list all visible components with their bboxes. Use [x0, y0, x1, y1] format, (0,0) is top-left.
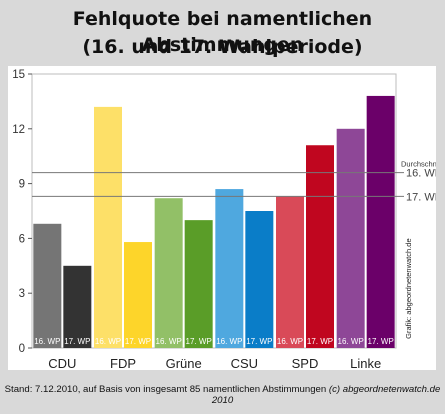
chart-title: Fehlquote bei namentlichen Abstimmungen — [72, 8, 373, 56]
average-line-label: 16. WP — [406, 168, 436, 180]
x-category-label: Grüne — [166, 356, 202, 370]
bar — [63, 265, 92, 348]
x-category-label: FDP — [110, 356, 136, 370]
bar — [306, 145, 334, 348]
bar — [154, 198, 183, 348]
bar — [336, 128, 365, 348]
x-category-label: SPD — [292, 356, 319, 370]
bar — [245, 211, 274, 348]
footer-note: Stand: 7.12.2010, auf Basis von insgesam… — [0, 384, 445, 406]
bar-series-label: 16. WP — [34, 337, 60, 346]
bar — [215, 189, 244, 348]
chart-subtitle: (16. und 17. Wahlperiode) — [82, 36, 363, 58]
bar-series-label: 16. WP — [338, 337, 364, 346]
y-tick-label: 0 — [19, 343, 25, 355]
bar-series-label: 17. WP — [307, 337, 333, 346]
y-tick-label: 15 — [12, 69, 25, 81]
y-tick-label: 12 — [12, 124, 25, 136]
y-tick-label: 6 — [19, 233, 25, 245]
bar — [366, 95, 395, 348]
average-title: Durchschnitt — [401, 160, 436, 169]
bar-series-label: 16. WP — [216, 337, 242, 346]
y-tick-label: 3 — [19, 288, 25, 300]
bar-series-label: 17. WP — [368, 337, 394, 346]
bar-series-label: 17. WP — [186, 337, 212, 346]
x-category-label: CSU — [231, 356, 258, 370]
bar-series-label: 17. WP — [125, 337, 151, 346]
footer-site: (c) abgeordnetenwatch.de 2010 — [211, 384, 441, 406]
watermark-text: Grafik: abgeordnetenwatch.de — [404, 238, 413, 338]
bar-series-label: 16. WP — [277, 337, 303, 346]
bar — [276, 196, 304, 348]
bar — [33, 223, 62, 348]
bar — [94, 106, 122, 348]
bar — [184, 220, 213, 348]
bar-series-label: 17. WP — [64, 337, 90, 346]
y-tick-label: 9 — [19, 179, 25, 191]
chart-panel: 0 3 6 9 12 15 16. WP 17. WP CDU 16. WP 17. WP FDP 16… — [8, 66, 436, 370]
bar — [124, 242, 152, 348]
bar-series-label: 16. WP — [95, 337, 121, 346]
average-line-label: 17. WP — [406, 191, 436, 203]
bar-series-label: 17. WP — [246, 337, 272, 346]
footer-text: Stand: 7.12.2010, auf Basis von insgesam… — [4, 384, 327, 395]
bar-chart: 0 3 6 9 12 15 16. WP 17. WP CDU 16. WP 17. WP FDP 16… — [12, 69, 436, 370]
x-category-label: Linke — [350, 356, 381, 370]
plot-frame — [31, 73, 397, 349]
bar-series-label: 16. WP — [156, 337, 182, 346]
x-category-label: CDU — [48, 356, 76, 370]
